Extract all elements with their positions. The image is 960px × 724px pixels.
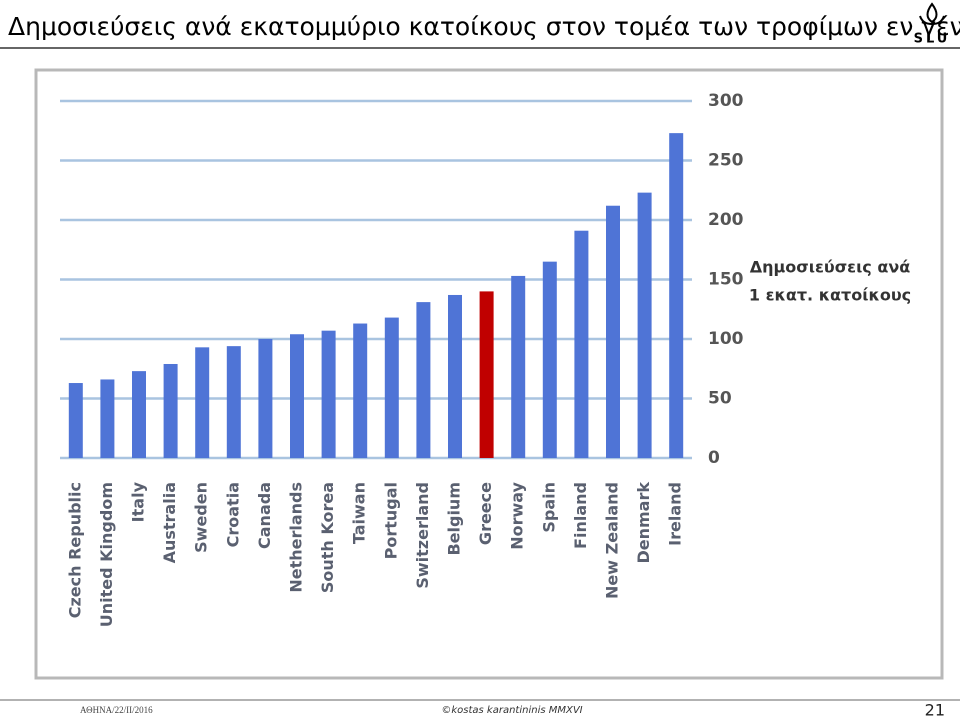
y-tick-label: 200 [708,210,744,230]
x-tick-label: Greece [476,482,495,545]
slide-title: Δημοσιεύσεις ανά εκατομμύριο κατοίκους σ… [8,12,960,41]
x-tick-label: New Zealand [603,482,622,599]
bar [384,317,399,458]
footer-copyright: ©kostas karantininis MMXVI [441,705,582,716]
bar [132,371,146,458]
x-tick-label: Taiwan [350,482,369,544]
x-tick-label: Finland [571,482,590,549]
bar [479,291,494,458]
y-tick-label: 100 [708,329,744,349]
x-tick-label: Italy [129,481,148,522]
x-tick-label: United Kingdom [97,482,116,627]
x-tick-label: Portugal [381,482,400,559]
y-axis-label: 1 εκατ. κατοίκους [749,286,911,305]
y-tick-label: 300 [708,91,744,111]
bar [574,230,589,458]
x-tick-label: Croatia [223,482,242,547]
page-number: 21 [925,701,945,720]
y-tick-label: 0 [708,448,720,468]
bar [68,383,83,458]
bar [353,323,368,458]
y-tick-label: 50 [708,389,732,409]
y-axis-label: Δημοσιεύσεις ανά [750,258,910,277]
x-tick-label: Spain [539,482,558,533]
y-tick-label: 250 [708,151,744,171]
bar [637,192,652,458]
chart: 0 50 100 150 200 250 300 Δημοσιεύσεις ανά 1 εκατ… [60,91,911,627]
x-tick-label: Sweden [192,482,211,553]
bar [448,294,462,458]
x-tick-label: Canada [255,482,274,549]
x-tick-label: Netherlands [287,482,306,593]
bar [321,330,336,458]
x-tick-label: South Korea [318,482,337,593]
bar [606,205,620,458]
bar [258,339,273,458]
x-tick-label: Denmark [634,482,653,564]
bar [511,275,526,458]
x-tick-label: Ireland [666,482,685,546]
x-tick-label: Australia [160,482,179,563]
x-tick-label: Switzerland [413,482,432,589]
bar [290,334,304,458]
logo: SLU [914,2,951,47]
footer-date: ΑΘΗΝΑ/22/ΙΙ/2016 [80,705,153,715]
bar [226,346,241,458]
x-tick-label: Czech Republic [65,482,84,618]
bar [100,379,115,458]
x-tick-label: Norway [508,481,527,549]
y-tick-label: 150 [708,270,744,290]
bar [542,261,557,458]
x-tick-label: Belgium [445,482,464,556]
bar [163,363,178,458]
logo-text: SLU [914,32,951,47]
bar [416,302,431,458]
bar [195,347,210,458]
bar [669,133,684,458]
